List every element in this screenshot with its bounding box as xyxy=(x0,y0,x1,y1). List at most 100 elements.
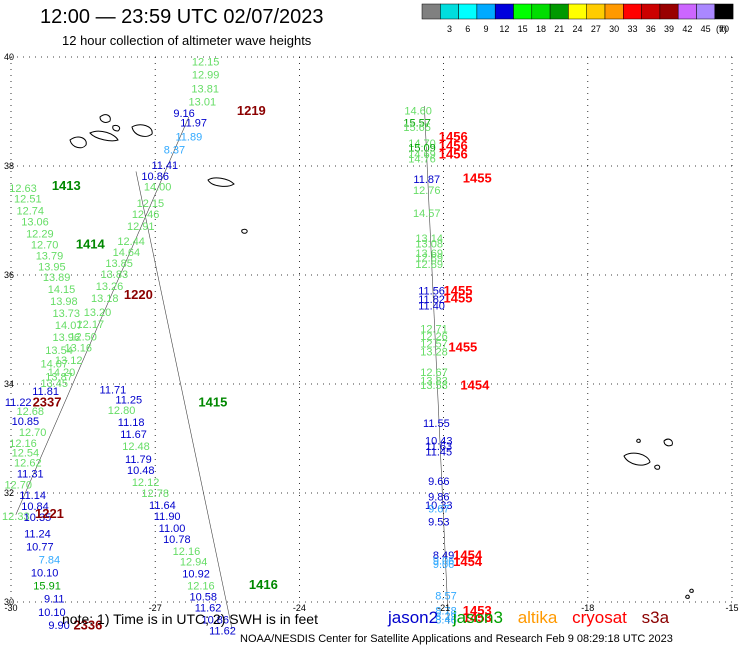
island-outline xyxy=(654,464,661,470)
wave-height-label: 14.64 xyxy=(113,247,141,259)
wave-height-label: 11.90 xyxy=(154,511,181,523)
wave-height-label: 12.76 xyxy=(413,185,441,197)
wave-height-label: 9.53 xyxy=(428,516,449,528)
time-label: 2337 xyxy=(33,395,62,410)
satellite-legend: jason2 jason3 altika cryosat s3a xyxy=(388,608,679,628)
satellite-tracks xyxy=(15,106,449,630)
wave-height-label: 13.83 xyxy=(420,376,448,388)
wave-height-label: 11.81 xyxy=(32,386,59,398)
wave-height-label: 12.70 xyxy=(4,479,32,491)
wave-height-label: 12.15 xyxy=(192,56,220,68)
color-scale-label: 42 xyxy=(682,24,692,34)
satellite-jason3: jason3 xyxy=(452,608,503,627)
satellite-altika: altika xyxy=(517,608,558,627)
wave-height-label: 11.22 xyxy=(5,397,32,409)
wave-height-label: 13.18 xyxy=(91,293,119,305)
wave-height-label: 11.45 xyxy=(425,447,452,459)
island-outline xyxy=(131,124,153,137)
color-scale-label: 9 xyxy=(484,24,489,34)
x-tick-label: -21 xyxy=(437,603,450,613)
wave-height-label: 11.62 xyxy=(209,625,236,637)
wave-height-label: 12.48 xyxy=(122,441,150,453)
wave-height-label: 11.40 xyxy=(418,301,445,313)
wave-height-label: 13.81 xyxy=(191,84,219,96)
color-swatch xyxy=(458,3,478,20)
y-tick-label: 38 xyxy=(4,161,14,171)
time-label: 1454 xyxy=(453,554,483,569)
island-outline xyxy=(663,438,673,447)
wave-height-label: 10.35 xyxy=(24,512,52,524)
wave-height-label: 13.12 xyxy=(55,355,83,367)
color-swatch xyxy=(549,3,569,20)
wave-height-label: 12.46 xyxy=(132,209,160,221)
color-swatch xyxy=(641,3,661,20)
wave-height-label: 13.89 xyxy=(43,272,71,284)
wave-height-label: 13.16 xyxy=(65,342,93,354)
wave-height-label: 12.57 xyxy=(420,339,448,351)
wave-height-label: 12.89 xyxy=(415,259,443,271)
color-scale-label: 12 xyxy=(499,24,509,34)
time-label: 2336 xyxy=(73,617,102,632)
wave-height-label: 12.94 xyxy=(180,557,208,569)
wave-height-label: 12.51 xyxy=(14,194,42,206)
color-scale-label: 33 xyxy=(627,24,637,34)
track-line xyxy=(135,171,233,630)
island-outline xyxy=(685,594,690,599)
footer-credit: NOAA/NESDIS Center for Satellite Applica… xyxy=(240,633,673,645)
wave-height-label: 12.74 xyxy=(16,206,44,218)
color-swatch xyxy=(421,3,441,20)
time-label: 1456 xyxy=(439,129,468,144)
satellite-cryosat: cryosat xyxy=(572,608,627,627)
time-label: 1453 xyxy=(463,610,492,625)
axis-ticks: -30 -27 -24 -21 -18 -15 30 32 34 36 38 40 xyxy=(4,52,739,613)
wave-height-label: 14.57 xyxy=(413,208,441,220)
color-swatch xyxy=(494,3,514,20)
wave-height-label: 13.06 xyxy=(21,217,49,229)
wave-height-label: 12.26 xyxy=(420,331,448,343)
wave-height-label: 12.71 xyxy=(420,323,448,335)
wave-height-label: 10.10 xyxy=(38,607,66,619)
time-label: 1221 xyxy=(35,506,64,521)
x-tick-label: -18 xyxy=(581,603,594,613)
wave-height-label: 12.67 xyxy=(420,367,448,379)
x-tick-label: -15 xyxy=(725,603,738,613)
wave-height-label: 12.12 xyxy=(132,477,160,489)
time-label: 1455 xyxy=(448,339,477,354)
color-scale-label: 3 xyxy=(447,24,452,34)
wave-height-label: 12.63 xyxy=(9,183,37,195)
wave-height-label: 9.16 xyxy=(173,108,194,120)
color-scale-label: 45 xyxy=(701,24,711,34)
color-scale-label: 21 xyxy=(554,24,564,34)
wave-height-label: 14.60 xyxy=(404,105,432,117)
wave-height-label: 12.17 xyxy=(77,319,105,331)
wave-height-label: 12.68 xyxy=(16,406,44,418)
wave-height-label: 11.71 xyxy=(100,384,127,396)
time-label: 1456 xyxy=(439,138,468,153)
page-subtitle: 12 hour collection of altimeter wave hei… xyxy=(62,33,312,48)
wave-height-label: 10.77 xyxy=(26,541,54,553)
color-swatch xyxy=(677,3,697,20)
coastlines xyxy=(69,114,694,599)
satellite-jason2: jason2 xyxy=(388,608,439,627)
wave-height-label: 8.49 xyxy=(433,550,454,562)
wave-height-label: 11.56 xyxy=(418,285,445,297)
wave-height-label: 13.98 xyxy=(50,296,78,308)
wave-height-label: 10.58 xyxy=(190,592,218,604)
wave-height-label: 11.41 xyxy=(151,160,178,172)
island-outline xyxy=(689,588,694,593)
satellite-s3a: s3a xyxy=(641,608,670,627)
wave-height-label: 10.86 xyxy=(202,614,230,626)
y-tick-label: 32 xyxy=(4,488,14,498)
time-label: 1455 xyxy=(463,171,492,186)
wave-height-label: 12.44 xyxy=(117,236,145,248)
color-scale-label: 27 xyxy=(591,24,601,34)
wave-height-label: 13.20 xyxy=(84,307,112,319)
wave-height-label: 8.57 xyxy=(435,590,456,602)
time-label: 1454 xyxy=(460,378,490,393)
island-outline xyxy=(99,114,111,123)
wave-height-label: 8.37 xyxy=(164,145,185,157)
wave-height-label: 13.58 xyxy=(420,380,448,392)
color-scale-label: 70 xyxy=(719,24,729,34)
wave-height-label: 8.29 xyxy=(435,611,456,623)
